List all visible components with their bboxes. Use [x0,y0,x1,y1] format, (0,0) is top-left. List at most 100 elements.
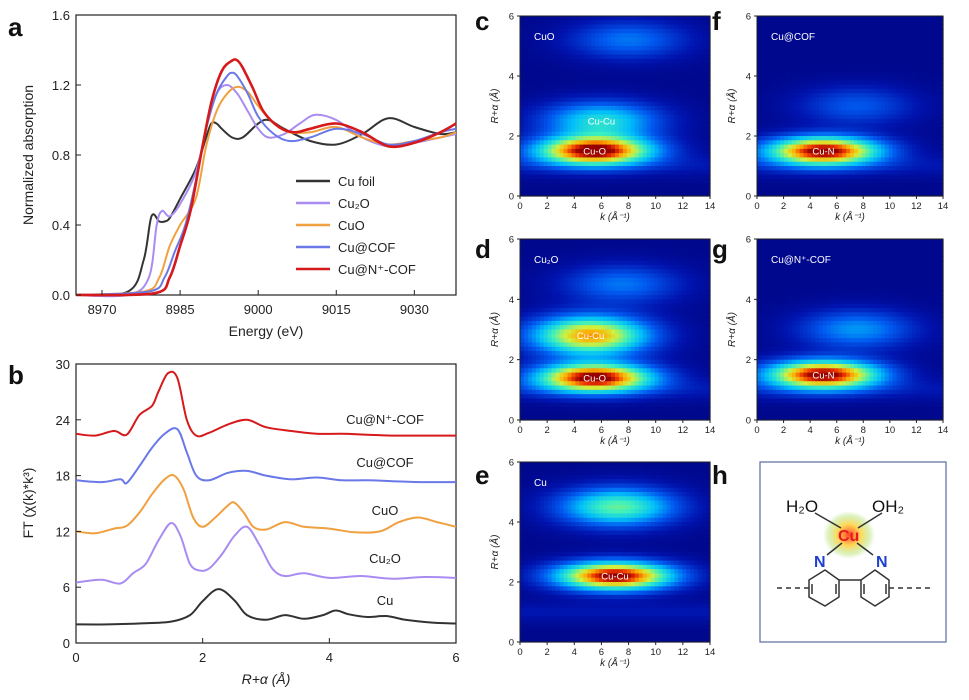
heatmap-cell [615,277,620,283]
heatmap-cell [535,312,541,318]
heatmap-cell [662,41,668,47]
heatmap-cell [694,33,699,39]
heatmap-cell [642,161,648,167]
heatmap-cell [555,282,561,288]
heatmap-cell [559,243,565,249]
heatmap-cell [634,41,640,47]
heatmap-cell [583,594,588,600]
heatmap-cell [555,594,561,600]
heatmap-cell [551,620,557,626]
heatmap-cell [686,264,691,270]
heatmap-cell [591,407,596,412]
heatmap-cell [523,594,529,600]
heatmap-cell [650,166,656,171]
heatmap-cell [646,114,652,120]
heatmap-cell [658,157,664,163]
heatmap-cell [591,342,596,348]
heatmap-cell [682,166,687,171]
heatmap-cell [674,415,679,421]
heatmap-cell [579,97,584,103]
heatmap-cell [650,97,656,103]
heatmap-cell [563,170,569,176]
heatmap-cell [658,136,664,141]
heatmap-cell [686,415,691,421]
heatmap-cell [670,320,675,326]
heatmap-cell [698,264,703,270]
heatmap-cell [690,123,695,129]
heatmap-cell [551,474,557,480]
heatmap-cell [682,28,687,34]
heatmap-cell [615,355,620,361]
heatmap-cell [543,54,549,60]
heatmap-cell [575,312,580,318]
heatmap-cell [694,28,699,34]
heatmap-cell [603,256,608,262]
heatmap-cell [591,530,596,536]
heatmap-cell [547,329,553,335]
heatmap-cell [555,338,561,344]
heatmap-cell [646,41,652,47]
heatmap-cell [702,127,707,133]
heatmap-cell [615,37,620,43]
heatmap-cell [539,411,545,417]
heatmap-cell [591,71,596,77]
heatmap-cell [591,178,596,184]
heatmap-cell [543,41,549,47]
heatmap-cell [646,28,652,34]
panel-b-ylabel: FT (χ(k)*k³) [20,468,36,539]
heatmap-cell [646,299,652,305]
heatmap-cell [662,359,668,365]
heatmap-cell [642,303,648,309]
heatmap-xtick-label: 8 [626,201,631,212]
heatmap-cell [547,402,553,408]
heatmap-cell [634,16,640,21]
heatmap-cell [520,603,525,609]
heatmap-cell [630,398,636,404]
heatmap-cell [575,20,580,26]
heatmap-cell [527,256,533,262]
heatmap-cell [682,148,687,154]
heatmap-cell [571,470,577,476]
heatmap-cell [559,97,565,103]
heatmap-cell [694,170,699,176]
heatmap-cell [591,504,596,510]
heatmap-cell [579,500,584,506]
heatmap-cell [674,394,679,400]
heatmap-cell [662,88,668,94]
heatmap-cell [555,24,561,30]
heatmap-cell [678,256,683,262]
heatmap-cell [666,187,672,193]
heatmap-cell [626,93,632,99]
heatmap-cell [642,312,648,318]
b-ytick-label: 30 [56,357,70,372]
heatmap-cell [642,50,648,56]
heatmap-cell [599,295,604,300]
heatmap-cell [662,76,668,81]
heatmap-cell [662,101,668,107]
heatmap-cell [615,307,620,313]
heatmap-cell [690,355,695,361]
heatmap-cell [674,320,679,326]
heatmap-cell [670,106,675,111]
heatmap-cell [618,88,624,94]
heatmap-cell [563,616,569,622]
heatmap-cell [523,582,529,587]
heatmap-cell [587,389,592,395]
heatmap-cell [551,131,557,137]
heatmap-cell [551,174,557,180]
heatmap-cell [662,273,668,279]
heatmap-cell [599,277,604,283]
heatmap-cell [555,88,561,94]
heatmap-cell [674,161,679,167]
heatmap-cell [527,131,533,137]
heatmap-cell [599,33,604,39]
heatmap-cell [575,407,580,412]
heatmap-cell [535,547,541,553]
heatmap-cell [650,325,656,331]
heatmap-cell [646,320,652,326]
heatmap-cell [634,260,640,266]
heatmap-cell [642,187,648,193]
heatmap-cell [567,80,573,86]
heatmap-cell [539,264,545,270]
heatmap-cell [702,80,707,86]
